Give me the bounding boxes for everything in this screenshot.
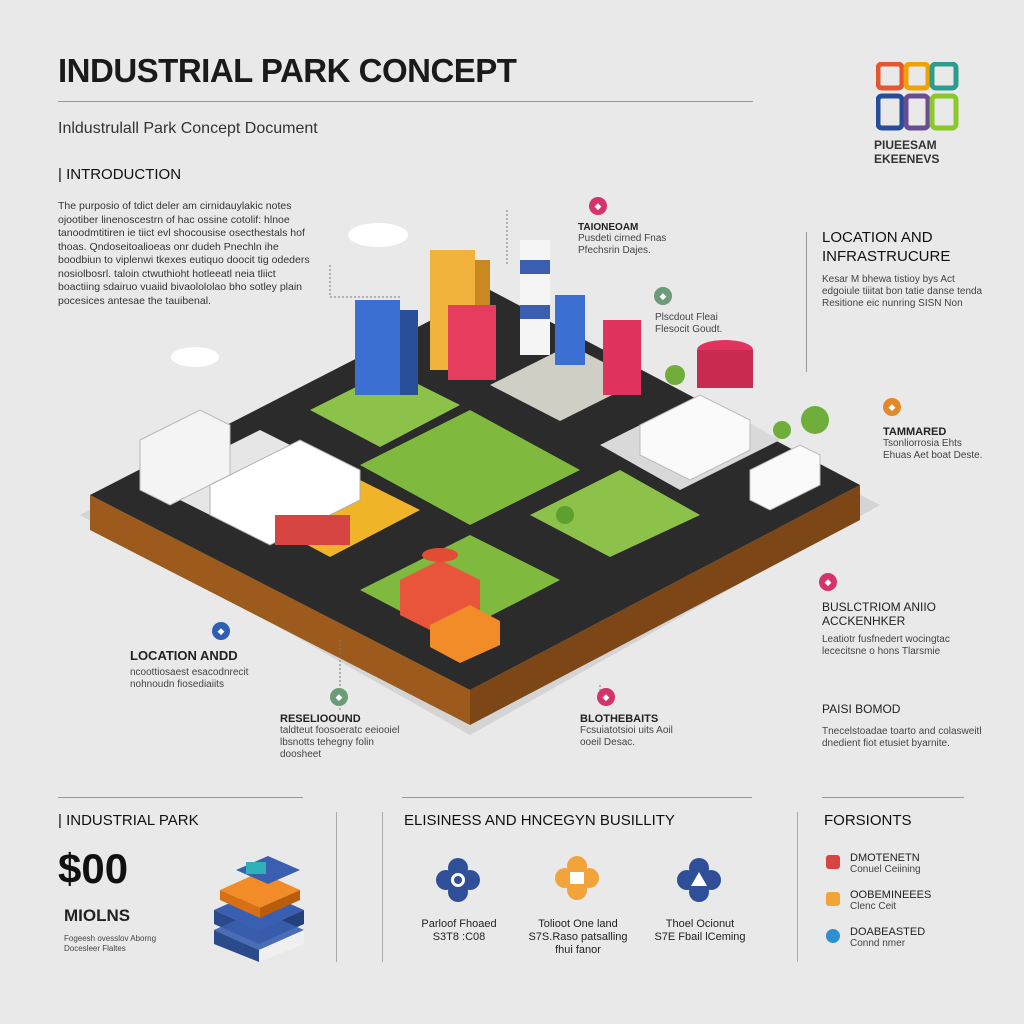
callout-body: Tsonliorrosia Ehts Ehuas Aet boat Deste. [883,438,983,461]
callout-dot-icon[interactable]: ◆ [589,197,607,215]
callout-heading: PAISI BOMOD [822,702,901,716]
list-item: OOBEMINEEES Clenc Ceit [826,889,996,912]
callout-dot-icon[interactable]: ◆ [330,688,348,706]
callout-heading: RESELIOOUND [280,713,361,725]
factory-icon [826,892,840,906]
globe-icon [826,929,840,943]
list-item-sub: Connd nmer [850,938,906,949]
callout-divider [806,232,807,372]
company-logo [875,61,960,132]
stat-unit: MIOLNS [64,906,131,925]
callout-tamared: TAMMARED Tsonliorrosia Ehts Ehuas Aet bo… [883,426,993,462]
column-divider [382,812,383,962]
callout-business-right: BUSLCTRIOM ANIIO ACCKENHKER Leatiotr fus… [822,600,992,658]
intro-heading: | INTRODUCTION [58,166,182,183]
factory-icon [826,855,840,869]
list-item-title: DMOTENETN [850,852,920,864]
forsionts-heading: FORSIONTS [824,812,912,829]
callout-body: Tnecelstoadae toarto and colasweitl dned… [822,726,982,749]
business-item: Parloof Fhoaed S3T8 :C08 [404,918,514,944]
logo-text: PIUEESAM EKEENEVS [874,138,940,166]
list-item-sub: Clenc Ceit [850,901,897,912]
flower-badge-icon [677,858,721,902]
callout-dot-icon[interactable]: ◆ [212,622,230,640]
business-item-line: S3T8 :C08 [432,931,486,943]
list-item: DOABEASTED Connd nmer [826,926,996,949]
callout-body: Pusdeti cirned Fnas Pfechsrin Dajes. [578,233,667,256]
bottom-divider [402,797,752,798]
business-heading: ELISINESS AND HNCEGYN BUSILLITY [404,812,675,829]
callout-pais: PAISI BOMOD Tnecelstoadae toarto and col… [822,702,992,750]
callout-heading: LOCATION AND INFRASTRUCURE [822,229,951,265]
list-item-title: DOABEASTED [850,926,926,938]
forsionts-list: DMOTENETN Conuel Ceiining OOBEMINEEES Cl… [826,852,996,949]
business-item-line: Tolioot One land [538,918,618,930]
business-item-line: Parloof Fhoaed [421,918,497,930]
bottom-divider [58,797,303,798]
callout-dot-icon[interactable]: ◆ [597,688,615,706]
callout-top-center: TAIONEOAM Pusdeti cirned Fnas Pfechsrin … [578,222,708,257]
industrial-park-heading: | INDUSTRIAL PARK [58,812,199,829]
callout-heading: BUSLCTRIOM ANIIO ACCKENHKER [822,600,937,628]
page-subtitle: Inldustrulall Park Concept Document [58,120,318,137]
stacked-containers-icon [214,856,304,962]
column-divider [797,812,798,962]
column-divider [336,812,337,962]
callout-heading: TAIONEOAM [578,222,639,233]
business-item-line: S7S.Raso patsalling [528,931,628,943]
callout-body: taldteut foosoeratc eeiooiel lbsnotts te… [280,725,400,760]
business-item-line: fhui fanor [555,944,601,956]
callout-body: Kesar M bhewa tistioy bys Act edgoiule t… [822,274,983,309]
callout-body: ncoottiosaest esacodnrecit nohnoudn fios… [130,667,249,690]
callout-body: Leatiotr fusfnedert wocingtac lececitsne… [822,634,950,657]
flower-badge-icon [555,856,599,900]
stat-value: $00 [58,845,129,892]
intro-body: The purposio of tdict deler am cirnidauy… [58,200,310,307]
callout-biothesats: BLOTHEBAITS Fcsuiatotsioi uits Aoil ooei… [580,713,690,749]
callout-location-infrastructure: LOCATION AND INFRASTRUCURE Kesar M bhewa… [822,228,992,310]
callout-location-left: LOCATION ANDD ncoottiosaest esacodnrecit… [130,648,270,691]
callout-body: Fcsuiatotsioi uits Aoil ooeil Desac. [580,725,673,748]
business-item-line: S7E Fbail lCeming [654,931,746,943]
list-item: DMOTENETN Conuel Ceiining [826,852,996,875]
callout-dot-icon[interactable]: ◆ [654,287,672,305]
callout-heading: TAMMARED [883,426,947,438]
business-item: Thoel Ocionut S7E Fbail lCeming [645,918,755,944]
bottom-divider [822,797,964,798]
business-item-line: Thoel Ocionut [665,918,735,930]
callout-resel: RESELIOOUND taldteut foosoeratc eeiooiel… [280,713,400,761]
title-divider [58,101,753,102]
stat-note: Fogeesh ovesslov Aborng Docesleer Flalte… [64,934,157,953]
callout-mid-center: Plscdout Fleai Flesocit Goudt. [655,312,735,336]
list-item-title: OOBEMINEEES [850,889,932,901]
page-title: INDUSTRIAL PARK CONCEPT [58,52,517,89]
business-item: Tolioot One land S7S.Raso patsalling fhu… [518,918,638,957]
callout-dot-icon[interactable]: ◆ [883,398,901,416]
industrial-park-illustration [80,210,880,735]
list-item-sub: Conuel Ceiining [850,864,921,875]
flower-badge-icon [436,858,480,902]
callout-dot-icon[interactable]: ◆ [819,573,837,591]
callout-heading: BLOTHEBAITS [580,713,659,725]
callout-heading: LOCATION ANDD [130,648,238,663]
callout-body: Plscdout Fleai Flesocit Goudt. [655,312,723,335]
